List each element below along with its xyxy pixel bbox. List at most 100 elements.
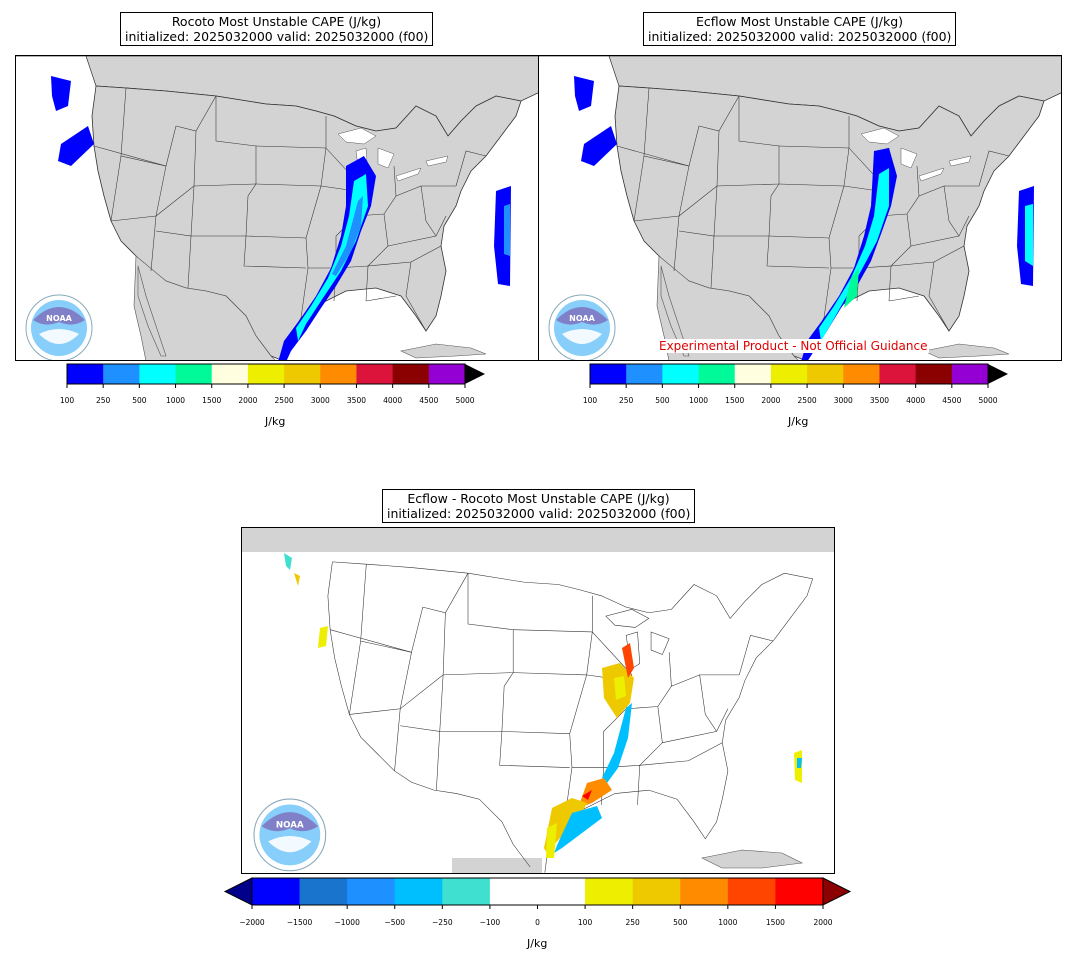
ecflow-colorbar-tick-label: 5000 [978, 396, 997, 405]
rocoto-colorbar-tick-label: 2500 [275, 396, 294, 405]
rocoto-title: Rocoto Most Unstable CAPE (J/kg) initial… [120, 12, 433, 46]
difference-colorbar-unit: J/kg [527, 937, 548, 950]
rocoto-colorbar: 100 250 500 1000 1500 2000 2500 3000 3500 4000 450… [60, 363, 487, 417]
ecflow-colorbar-tick-label: 3500 [870, 396, 889, 405]
noaa-logo-icon: NOAA [25, 294, 93, 360]
rocoto-colorbar-tick-label: 500 [132, 396, 147, 405]
ecflow-cape-field [574, 76, 1034, 360]
difference-colorbar-swatch [489, 878, 538, 905]
noaa-logo-icon: NOAA [253, 798, 327, 872]
ecflow-colorbar-swatch [770, 364, 808, 384]
ecflow-title-line1: Ecflow Most Unstable CAPE (J/kg) [695, 14, 904, 29]
ecflow-colorbar-tick-label: 4500 [942, 396, 961, 405]
ecflow-title-line2: initialized: 2025032000 valid: 202503200… [648, 29, 952, 44]
difference-colorbar-swatch [727, 878, 776, 905]
ecflow-colorbar-unit: J/kg [788, 415, 809, 428]
difference-colorbar-swatch [299, 878, 348, 905]
experimental-disclaimer: Experimental Product - Not Official Guid… [657, 339, 930, 353]
difference-colorbar-tick-label: −2000 [239, 918, 265, 927]
difference-colorbar-tick-label: 500 [673, 918, 688, 927]
rocoto-colorbar-unit: J/kg [265, 415, 286, 428]
difference-colorbar-swatch [680, 878, 729, 905]
ecflow-colorbar-swatch [879, 364, 917, 384]
rocoto-colorbar-swatch [211, 364, 249, 384]
difference-colorbar-tick-label: −250 [432, 918, 453, 927]
difference-colorbar-tick-label: 250 [626, 918, 641, 927]
svg-text:NOAA: NOAA [46, 314, 72, 323]
rocoto-colorbar-tick-label: 100 [60, 396, 75, 405]
rocoto-colorbar-swatch [139, 364, 177, 384]
ecflow-colorbar-outline [589, 363, 989, 385]
difference-title: Ecflow - Rocoto Most Unstable CAPE (J/kg… [382, 489, 695, 523]
ecflow-colorbar-tick-label: 100 [583, 396, 598, 405]
rocoto-colorbar-tick-label: 2000 [238, 396, 257, 405]
rocoto-title-line1: Rocoto Most Unstable CAPE (J/kg) [171, 14, 382, 29]
rocoto-cape-field [51, 76, 511, 360]
ecflow-colorbar-swatch [698, 364, 736, 384]
difference-colorbar-tick-label: −100 [480, 918, 501, 927]
difference-title-line1: Ecflow - Rocoto Most Unstable CAPE (J/kg… [407, 491, 670, 506]
difference-colorbar-tick-label: −500 [384, 918, 405, 927]
rocoto-colorbar-tick-label: 5000 [455, 396, 474, 405]
rocoto-colorbar-tick-label: 3000 [311, 396, 330, 405]
ecflow-colorbar-tick-label: 250 [619, 396, 634, 405]
difference-colorbar: −2000 −1500 −1000 −500 −250 −100 0 100 250 500 100… [223, 876, 854, 940]
ecflow-colorbar-swatch [951, 364, 989, 384]
difference-colorbar-over-arrow [822, 877, 852, 906]
ecflow-colorbar-tick-label: 500 [655, 396, 670, 405]
rocoto-colorbar-tick-label: 250 [96, 396, 111, 405]
ecflow-colorbar-tick-label: 1000 [689, 396, 708, 405]
rocoto-colorbar-swatch [428, 364, 466, 384]
difference-colorbar-swatch [585, 878, 634, 905]
ecflow-colorbar-tick-label: 3000 [834, 396, 853, 405]
difference-colorbar-tick-label: 0 [535, 918, 540, 927]
ecflow-colorbar-extend-arrow [988, 364, 1008, 384]
rocoto-colorbar-outline [66, 363, 466, 385]
difference-colorbar-tick-label: 1000 [718, 918, 737, 927]
ecflow-colorbar-swatch [843, 364, 880, 384]
noaa-logo-icon: NOAA [548, 294, 616, 360]
difference-colorbar-swatch [347, 878, 396, 905]
rocoto-colorbar-tick-label: 1000 [166, 396, 185, 405]
rocoto-colorbar-tick-label: 4500 [419, 396, 438, 405]
rocoto-colorbar-swatch [67, 364, 104, 384]
svg-text:NOAA: NOAA [276, 820, 304, 830]
difference-colorbar-swatch [537, 878, 586, 905]
difference-map: NOAA [241, 527, 835, 874]
difference-colorbar-tick-label: 1500 [766, 918, 785, 927]
difference-colorbar-swatch [394, 878, 443, 905]
rocoto-map: NOAA [15, 55, 539, 361]
rocoto-colorbar-tick-label: 1500 [202, 396, 221, 405]
rocoto-colorbar-swatch [103, 364, 140, 384]
rocoto-colorbar-extend-arrow [465, 364, 485, 384]
difference-colorbar-tick-label: −1500 [287, 918, 313, 927]
difference-colorbar-swatch [632, 878, 681, 905]
difference-cape-field [284, 553, 802, 858]
ecflow-colorbar-swatch [807, 364, 844, 384]
rocoto-title-line2: initialized: 2025032000 valid: 202503200… [125, 29, 429, 44]
ecflow-colorbar-tick-label: 1500 [725, 396, 744, 405]
rocoto-colorbar-swatch [175, 364, 213, 384]
rocoto-colorbar-swatch [320, 364, 357, 384]
difference-colorbar-tick-label: 100 [578, 918, 593, 927]
ecflow-colorbar-tick-label: 2000 [761, 396, 780, 405]
svg-text:NOAA: NOAA [569, 314, 595, 323]
ecflow-colorbar-swatch [626, 364, 663, 384]
rocoto-colorbar-tick-label: 3500 [347, 396, 366, 405]
difference-colorbar-swatch [442, 878, 491, 905]
difference-title-line2: initialized: 2025032000 valid: 202503200… [387, 506, 691, 521]
rocoto-colorbar-tick-label: 4000 [383, 396, 402, 405]
rocoto-colorbar-swatch [247, 364, 285, 384]
ecflow-colorbar-tick-label: 4000 [906, 396, 925, 405]
difference-colorbar-swatch [252, 878, 301, 905]
rocoto-colorbar-swatch [356, 364, 394, 384]
difference-colorbar-swatch [775, 878, 824, 905]
ecflow-colorbar-swatch [734, 364, 772, 384]
ecflow-colorbar-swatch [915, 364, 953, 384]
ecflow-map: NOAA [538, 55, 1062, 361]
rocoto-colorbar-swatch [392, 364, 430, 384]
ecflow-colorbar: 100 250 500 1000 1500 2000 2500 3000 3500 4000 450… [583, 363, 1010, 417]
rocoto-colorbar-swatch [284, 364, 321, 384]
difference-colorbar-tick-label: 2000 [813, 918, 832, 927]
difference-colorbar-tick-label: −1000 [334, 918, 360, 927]
